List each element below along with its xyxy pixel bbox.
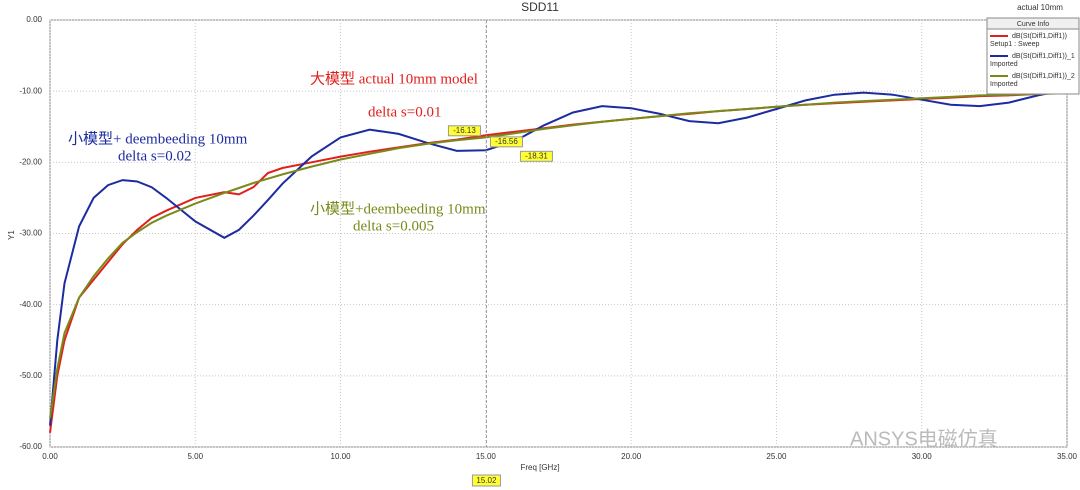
x-tick-label: 10.00 xyxy=(331,452,352,461)
x-tick-label: 15.00 xyxy=(476,452,497,461)
legend-label: dB(St(Diff1,Diff1)) xyxy=(1012,33,1067,40)
y-tick-label: -40.00 xyxy=(19,300,42,309)
marker-value-label: -18.31 xyxy=(525,151,548,160)
x-tick-label: 0.00 xyxy=(42,452,58,461)
annotation: delta s=0.005 xyxy=(353,218,434,234)
marker-value-label: -16.56 xyxy=(495,137,518,146)
marker-value-label: -16.13 xyxy=(453,126,476,135)
annotation: delta s=0.02 xyxy=(118,148,191,164)
x-tick-label: 30.00 xyxy=(912,452,933,461)
chart-title: SDD11 xyxy=(521,0,559,14)
legend-title: Curve Info xyxy=(1017,21,1049,28)
marker-value-box xyxy=(519,150,553,162)
marker-x-box xyxy=(471,474,501,487)
annotation: delta s=0.01 xyxy=(368,104,441,120)
x-tick-label: 25.00 xyxy=(766,452,787,461)
y-tick-label: -60.00 xyxy=(19,442,42,451)
watermark: ANSYS电磁仿真 xyxy=(850,427,998,450)
y-tick-label: -30.00 xyxy=(19,229,42,238)
corner-note: actual 10mm xyxy=(1017,3,1063,12)
series-line xyxy=(49,92,1068,419)
y-tick-label: -50.00 xyxy=(19,371,42,380)
legend-header xyxy=(986,17,1080,30)
series-line xyxy=(49,88,1068,426)
legend-source: Setup1 : Sweep xyxy=(990,41,1040,48)
x-tick-label: 35.00 xyxy=(1057,452,1078,461)
y-tick-label: -20.00 xyxy=(19,157,42,166)
marker-value-box xyxy=(489,136,523,148)
annotation: 小模型+ deembeeding 10mm xyxy=(68,130,248,147)
x-tick-label: 5.00 xyxy=(187,452,203,461)
legend-source: Imported xyxy=(990,61,1018,68)
legend-label: dB(St(Diff1,Diff1))_2 xyxy=(1012,73,1075,80)
y-tick-label: 0.00 xyxy=(26,15,42,24)
x-tick-label: 20.00 xyxy=(621,452,642,461)
marker-value-box xyxy=(447,125,481,137)
annotation: 大模型 actual 10mm model xyxy=(310,70,478,87)
marker-x-label: 15.02 xyxy=(476,476,497,485)
x-axis-label: Freq [GHz] xyxy=(520,463,559,472)
annotation: 小模型+deembeeding 10mm xyxy=(310,200,486,217)
y-tick-label: -10.00 xyxy=(19,86,42,95)
y-axis-label: Y1 xyxy=(7,230,16,240)
legend-label: dB(St(Diff1,Diff1))_1 xyxy=(1012,53,1075,60)
legend-source: Imported xyxy=(990,81,1018,88)
